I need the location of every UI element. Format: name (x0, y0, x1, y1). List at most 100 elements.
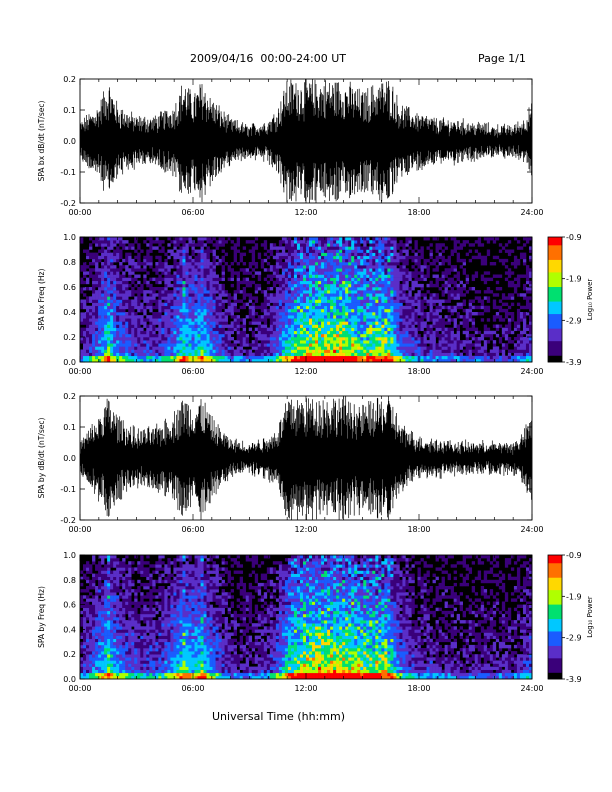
spectrogram-cell (372, 330, 376, 335)
spectrogram-cell (293, 355, 298, 360)
spectrogram-cell (525, 271, 530, 275)
spectrogram-cell (450, 355, 454, 360)
spectrogram-cell (125, 358, 129, 363)
spectrogram-cell (393, 290, 397, 294)
spectrogram-cell (426, 290, 430, 294)
spectrogram-cell (327, 312, 331, 316)
spectrogram-cell (92, 287, 96, 291)
spectrogram-cell (194, 305, 198, 310)
spectrogram-cell (296, 312, 301, 316)
spectrogram-cell (378, 249, 382, 253)
spectrogram-cell (501, 327, 506, 332)
spectrogram-cell (444, 258, 448, 263)
spectrogram-cell (122, 330, 126, 335)
spectrogram-cell (263, 321, 268, 325)
spectrogram-cell (375, 302, 379, 307)
spectrogram-cell (236, 346, 240, 350)
spectrogram-cell (125, 324, 129, 328)
spectrogram-cell (405, 237, 409, 241)
spectrogram-cell (450, 252, 454, 257)
spectrogram-cell (167, 358, 171, 363)
spectrogram-cell (188, 308, 192, 313)
spectrogram-cell (146, 355, 150, 360)
spectrogram-cell (501, 346, 506, 350)
spectrogram-cell (263, 333, 268, 338)
spectrogram-cell (375, 318, 379, 322)
spectrogram-cell (474, 312, 479, 316)
spectrogram-cell (158, 352, 162, 357)
spectrogram-cell (143, 312, 147, 316)
spectrogram-cell (116, 293, 120, 297)
spectrogram-cell (333, 330, 337, 335)
spectrogram-cell (387, 290, 391, 294)
spectrogram-cell (302, 252, 307, 257)
spectrogram-cell (453, 283, 457, 288)
spectrogram-cell (92, 346, 96, 350)
spectrogram-cell (351, 315, 355, 319)
spectrogram-cell (345, 358, 349, 363)
spectrogram-cell (275, 287, 280, 291)
spectrogram-cell (372, 321, 376, 325)
spectrogram-cell (402, 330, 406, 335)
spectrogram-cell (378, 355, 382, 360)
spectrogram-cell (275, 327, 280, 332)
spectrogram-cell (299, 355, 304, 360)
spectrogram-cell (113, 333, 117, 338)
spectrogram-cell (203, 346, 207, 350)
spectrogram-cell (387, 252, 391, 257)
spectrogram-cell (447, 296, 451, 300)
spectrogram-cell (83, 343, 87, 347)
spectrogram-cell (393, 293, 397, 297)
spectrogram-cell (333, 258, 337, 263)
spectrogram-cell (110, 243, 114, 247)
spectrogram-cell (293, 246, 298, 250)
spectrogram-cell (284, 299, 289, 303)
spectrogram-cell (366, 299, 370, 303)
spectrogram-cell (185, 268, 189, 272)
spectrogram-cell (302, 249, 307, 253)
spectrogram-cell (312, 355, 316, 360)
spectrogram-cell (158, 258, 162, 263)
spectrogram-cell (101, 237, 105, 241)
spectrogram-cell (357, 337, 361, 341)
spectrogram-cell (330, 268, 334, 272)
spectrogram-cell (236, 277, 240, 282)
spectrogram-cell (98, 277, 102, 282)
spectrogram-cell (354, 283, 358, 288)
spectrogram-cell (369, 318, 373, 322)
spectrogram-cell (131, 287, 135, 291)
spectrogram-cell (417, 283, 421, 288)
spectrogram-cell (104, 308, 108, 313)
spectrogram-cell (336, 330, 340, 335)
spectrogram-cell (293, 343, 298, 347)
spectrogram-cell (281, 280, 286, 285)
spectrogram-cell (257, 315, 262, 319)
spectrogram-cell (342, 349, 346, 353)
spectrogram-cell (498, 299, 503, 303)
spectrogram-cell (272, 318, 277, 322)
spectrogram-cell (384, 274, 388, 278)
spectrogram-cell (411, 274, 415, 278)
spectrogram-cell (293, 258, 298, 263)
spectrogram-cell (251, 296, 256, 300)
spectrogram-cell (375, 358, 379, 363)
spectrogram-cell (233, 349, 237, 353)
spectrogram-cell (203, 302, 207, 307)
spectrogram-cell (312, 265, 316, 269)
spectrogram-cell (447, 258, 451, 263)
spectrogram-cell (269, 324, 274, 328)
spectrogram-cell (269, 249, 274, 253)
spectrogram-cell (131, 271, 135, 275)
spectrogram-cell (137, 358, 141, 363)
spectrogram-cell (492, 346, 497, 350)
spectrogram-cell (143, 324, 147, 328)
colorbar-segment (548, 272, 562, 275)
spectrogram-cell (384, 308, 388, 313)
spectrogram-cell (411, 318, 415, 322)
spectrogram-cell (296, 321, 301, 325)
spectrogram-cell (251, 262, 256, 266)
spectrogram-cell (483, 333, 488, 338)
spectrogram-cell (528, 324, 533, 328)
spectrogram-cell (152, 296, 156, 300)
spectrogram-cell (519, 358, 524, 363)
